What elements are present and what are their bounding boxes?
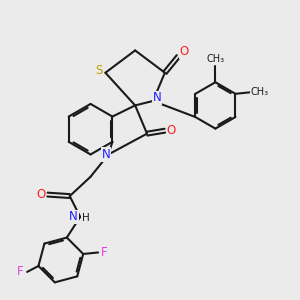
Text: CH₃: CH₃ [206, 54, 224, 64]
Text: N: N [69, 210, 78, 224]
Text: CH₃: CH₃ [250, 87, 268, 97]
Text: N: N [102, 148, 110, 161]
Text: O: O [167, 124, 176, 137]
Text: F: F [101, 246, 107, 259]
Text: H: H [82, 213, 89, 224]
Text: F: F [17, 266, 24, 278]
Text: S: S [95, 64, 103, 77]
Text: O: O [36, 188, 46, 201]
Text: O: O [180, 45, 189, 58]
Text: N: N [153, 92, 162, 104]
